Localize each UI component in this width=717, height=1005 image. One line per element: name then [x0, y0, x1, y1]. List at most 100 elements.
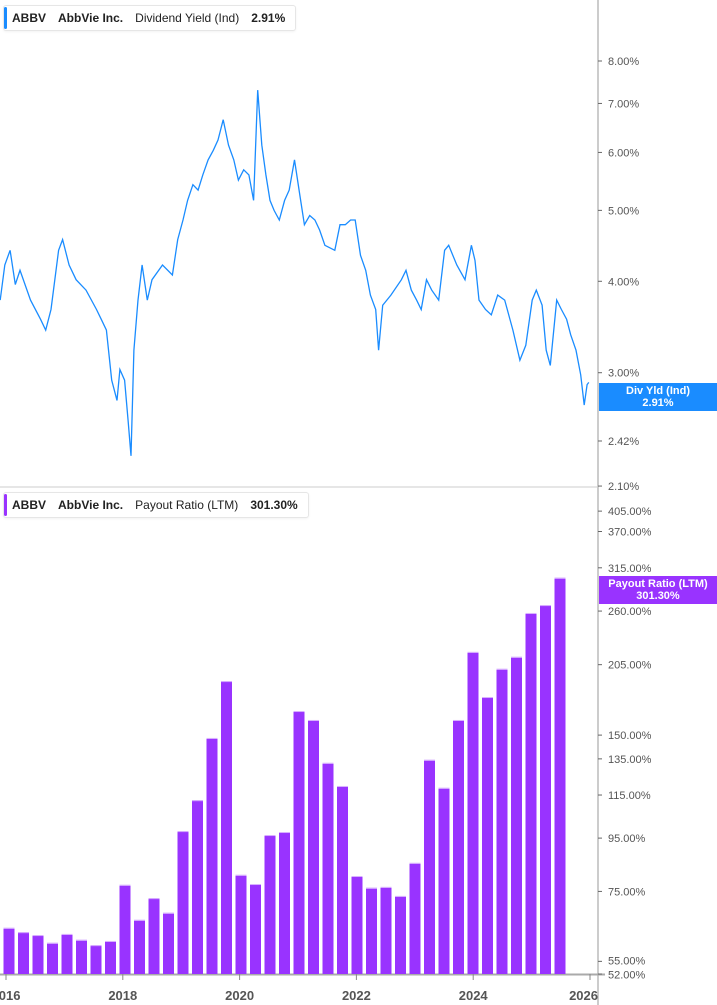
payout-bar-highlight [47, 942, 58, 944]
payout-bar-highlight [424, 759, 435, 761]
payout-bar [76, 939, 87, 974]
payout-bar [32, 935, 44, 974]
payout-bar-highlight [279, 832, 290, 834]
y-tick-label: 3.00% [608, 368, 639, 380]
dividend-yield-line [0, 90, 590, 456]
payout-bar [119, 884, 131, 974]
payout-bar-highlight [134, 919, 145, 921]
payout-bar-highlight [322, 762, 334, 764]
payout-bar-highlight [540, 605, 551, 607]
legend-payout-ratio: ABBV AbbVie Inc. Payout Ratio (LTM) 301.… [3, 492, 309, 518]
payout-bar [409, 862, 421, 974]
payout-bar-highlight [264, 835, 276, 837]
payout-bar-highlight [250, 884, 261, 886]
payout-bar-highlight [351, 876, 363, 878]
payout-bar [192, 800, 203, 974]
payout-bar [235, 874, 247, 974]
payout-bar-highlight [235, 874, 247, 876]
x-tick-label: 2022 [342, 988, 371, 1003]
y-tick-label: 315.00% [608, 563, 652, 575]
legend-value: 301.30% [250, 498, 298, 512]
payout-bar-highlight [163, 912, 174, 914]
payout-bar [61, 933, 73, 974]
y-tick-label: 135.00% [608, 754, 652, 766]
payout-bar-highlight [3, 927, 15, 929]
tag-value: 2.91% [642, 397, 674, 409]
payout-bar [496, 668, 508, 974]
payout-bar [308, 719, 319, 974]
payout-bar [163, 912, 174, 974]
y-tick-label: 405.00% [608, 506, 652, 518]
y-tick-label: 75.00% [608, 886, 646, 898]
payout-bar-highlight [409, 862, 421, 864]
payout-bar [351, 876, 363, 974]
payout-bar-highlight [453, 719, 464, 721]
payout-bar [90, 945, 102, 974]
y-tick-label: 6.00% [608, 147, 639, 159]
payout-bar-highlight [148, 898, 160, 900]
payout-bar [482, 697, 493, 974]
payout-bar-highlight [308, 719, 319, 721]
payout-bar [554, 577, 566, 974]
payout-bar-highlight [511, 656, 522, 658]
x-tick-label: 2024 [459, 988, 489, 1003]
payout-bar-highlight [467, 651, 479, 653]
payout-bar [279, 832, 290, 974]
legend-ticker: ABBV [12, 498, 47, 512]
payout-bar [395, 895, 406, 974]
payout-bar-highlight [61, 933, 73, 935]
payout-bar [221, 681, 232, 974]
payout-bar [438, 787, 450, 974]
payout-bar [18, 932, 29, 974]
payout-bar [540, 605, 551, 974]
payout-bar-highlight [177, 831, 189, 833]
payout-bar-highlight [293, 711, 305, 713]
y-tick-label: 260.00% [608, 606, 652, 618]
series-color-marker [4, 7, 7, 29]
y-tick-label: 370.00% [608, 527, 652, 539]
current-value-tag-payout: Payout Ratio (LTM) 301.30% [599, 576, 717, 604]
payout-bar-highlight [438, 787, 450, 789]
payout-bar [424, 759, 435, 974]
payout-bar-highlight [221, 681, 232, 683]
tag-label: Payout Ratio (LTM) [608, 578, 708, 590]
payout-bar-highlight [482, 697, 493, 699]
y-tick-label: 5.00% [608, 205, 639, 217]
y-tick-label: 205.00% [608, 660, 652, 672]
series-color-marker [4, 494, 7, 516]
payout-bar [293, 711, 305, 974]
x-tick-label: 2020 [225, 988, 254, 1003]
tag-value: 301.30% [636, 590, 680, 602]
payout-bar [47, 942, 58, 974]
x-tick-label: 2026 [569, 988, 598, 1003]
payout-bar [380, 886, 392, 974]
payout-bar-highlight [32, 935, 44, 937]
payout-bar-highlight [18, 932, 29, 934]
payout-bar [366, 887, 377, 974]
y-tick-label: 2.10% [608, 481, 639, 493]
y-tick-label: 95.00% [608, 833, 646, 845]
payout-bar-highlight [90, 945, 102, 947]
payout-bar-highlight [337, 785, 348, 787]
y-tick-label: 55.00% [608, 956, 646, 968]
y-tick-label: 115.00% [608, 790, 651, 802]
payout-bar [511, 656, 522, 974]
payout-bar-highlight [206, 737, 218, 739]
payout-bar [206, 737, 218, 974]
y-tick-label: 8.00% [608, 56, 639, 68]
payout-bar-highlight [496, 668, 508, 670]
payout-bar-highlight [380, 886, 392, 888]
y-tick-label: 7.00% [608, 98, 639, 110]
y-tick-label: 2.42% [608, 436, 639, 448]
payout-bar [3, 927, 15, 974]
legend-company: AbbVie Inc. [58, 498, 124, 512]
legend-metric: Payout Ratio (LTM) [135, 498, 239, 512]
payout-bar-highlight [525, 612, 537, 614]
legend-ticker: ABBV [12, 11, 47, 25]
payout-bar [148, 898, 160, 974]
payout-bar [264, 835, 276, 974]
legend-company: AbbVie Inc. [58, 11, 124, 25]
legend-value: 2.91% [251, 11, 286, 25]
payout-bar [337, 785, 348, 974]
